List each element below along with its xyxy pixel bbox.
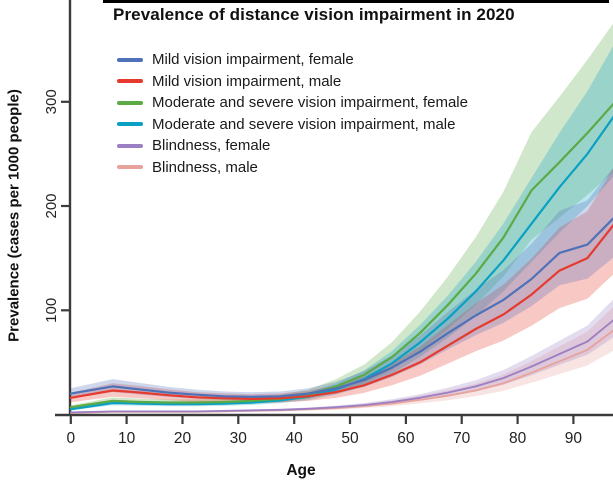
legend-item: Mild vision impairment, male <box>117 71 468 93</box>
legend-swatch-blindness-female-icon <box>117 143 143 148</box>
y-axis-title: Prevalence (cases per 1000 people) <box>5 89 23 342</box>
ci-band <box>70 167 613 401</box>
x-tick-label: 0 <box>66 430 75 447</box>
legend-label: Mild vision impairment, female <box>152 51 354 69</box>
legend-item: Blindness, female <box>117 135 468 157</box>
legend-swatch-mild-male-icon <box>117 79 143 84</box>
title-top-rule <box>103 0 609 3</box>
series-line <box>69 217 613 398</box>
series-line <box>69 223 613 400</box>
legend-item: Moderate and severe vision impairment, m… <box>117 114 468 136</box>
legend-label: Moderate and severe vision impairment, f… <box>152 94 468 112</box>
legend: Mild vision impairment, female Mild visi… <box>117 49 468 178</box>
x-tick-label: 50 <box>341 430 359 447</box>
legend-label: Blindness, female <box>152 137 271 155</box>
ci-band <box>70 307 613 414</box>
x-tick-label: 40 <box>286 430 304 447</box>
legend-label: Moderate and severe vision impairment, m… <box>152 115 456 133</box>
x-axis-title: Age <box>286 462 316 479</box>
x-tick-label: 10 <box>118 430 136 447</box>
series-line <box>69 319 613 414</box>
legend-swatch-blindness-male-icon <box>117 165 143 170</box>
x-tick-label: 90 <box>565 430 583 447</box>
x-tick-label: 60 <box>397 430 415 447</box>
chart-title: Prevalence of distance vision impairment… <box>113 5 515 24</box>
x-tick-label: 70 <box>453 430 471 447</box>
x-tick-label: 80 <box>509 430 527 447</box>
ci-band <box>70 46 613 411</box>
legend-label: Blindness, male <box>152 158 258 176</box>
legend-swatch-msvi-female-icon <box>117 100 143 105</box>
ci-band <box>70 299 613 413</box>
y-tick-label: 300 <box>43 89 60 114</box>
legend-swatch-mild-female-icon <box>117 57 143 62</box>
legend-item: Mild vision impairment, female <box>117 49 468 71</box>
ci-band <box>70 23 613 409</box>
x-tick-label: 30 <box>230 430 248 447</box>
y-tick-label: 200 <box>43 193 60 218</box>
legend-swatch-msvi-male-icon <box>117 122 143 127</box>
legend-item: Moderate and severe vision impairment, f… <box>117 92 468 114</box>
legend-item: Blindness, male <box>117 157 468 179</box>
legend-label: Mild vision impairment, male <box>152 72 342 90</box>
ci-band <box>70 168 613 403</box>
x-tick-label: 20 <box>174 430 192 447</box>
series-line <box>69 102 613 409</box>
y-tick-label: 100 <box>43 298 60 323</box>
